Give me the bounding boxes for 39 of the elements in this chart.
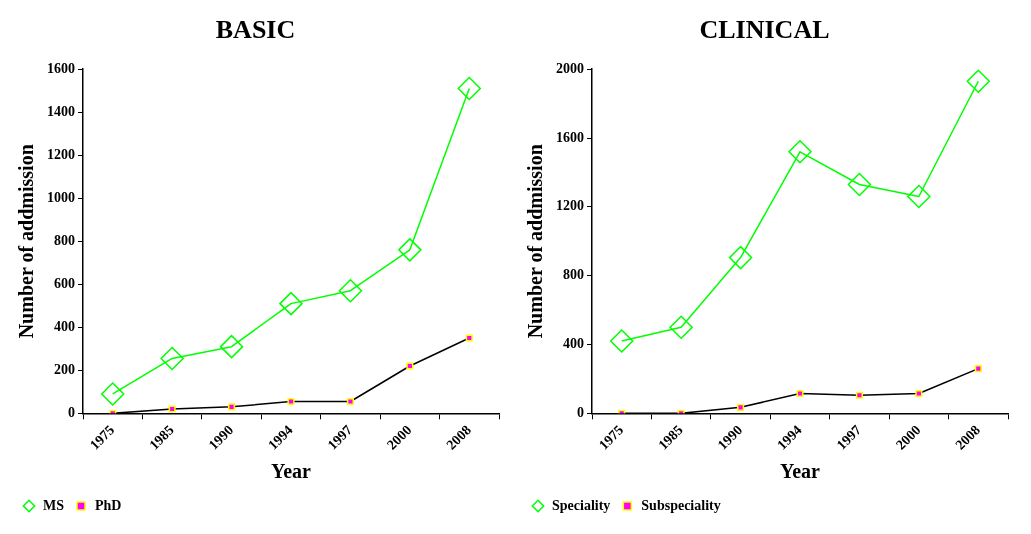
chart-title: CLINICAL [699, 15, 830, 45]
y-tick-label: 1600 [47, 60, 75, 76]
point [907, 184, 931, 209]
y-tick-label: 400 [563, 336, 584, 352]
y-tick-label: 600 [54, 275, 75, 291]
y-tick-label: 0 [68, 404, 75, 420]
y-tick-label: 2000 [556, 60, 584, 76]
point [966, 69, 991, 93]
x-axis-title: Year [271, 460, 312, 483]
y-tick-label: 1200 [556, 198, 584, 214]
y-axis-title: Number of addmission [524, 144, 547, 339]
point [788, 140, 812, 164]
point [728, 245, 753, 270]
y-tick-label: 200 [54, 361, 75, 377]
y-tick-label: 0 [577, 404, 584, 420]
y-tick-label: 1600 [556, 129, 584, 145]
point [100, 382, 125, 406]
y-tick-label: 400 [54, 318, 75, 334]
point [279, 291, 303, 316]
y-tick-label: 1400 [47, 103, 75, 119]
legend-label: PhD [95, 497, 122, 513]
point [609, 329, 634, 353]
point [398, 238, 422, 262]
x-axis-title: Year [780, 460, 821, 483]
point [219, 334, 244, 359]
legend-label: MS [43, 497, 65, 513]
legend-label: Speciality [552, 497, 611, 513]
y-tick-label: 800 [563, 267, 584, 283]
y-tick-label: 1000 [47, 189, 75, 205]
chart-title: BASIC [215, 15, 296, 45]
point [669, 315, 693, 340]
y-axis-title: Number of addmission [15, 144, 38, 339]
y-tick-label: 1200 [47, 146, 75, 162]
point [457, 76, 482, 101]
point [847, 172, 872, 197]
point [160, 346, 184, 371]
point [338, 278, 363, 303]
legend-label: Subspeciality [641, 497, 721, 513]
y-tick-label: 800 [54, 232, 75, 248]
